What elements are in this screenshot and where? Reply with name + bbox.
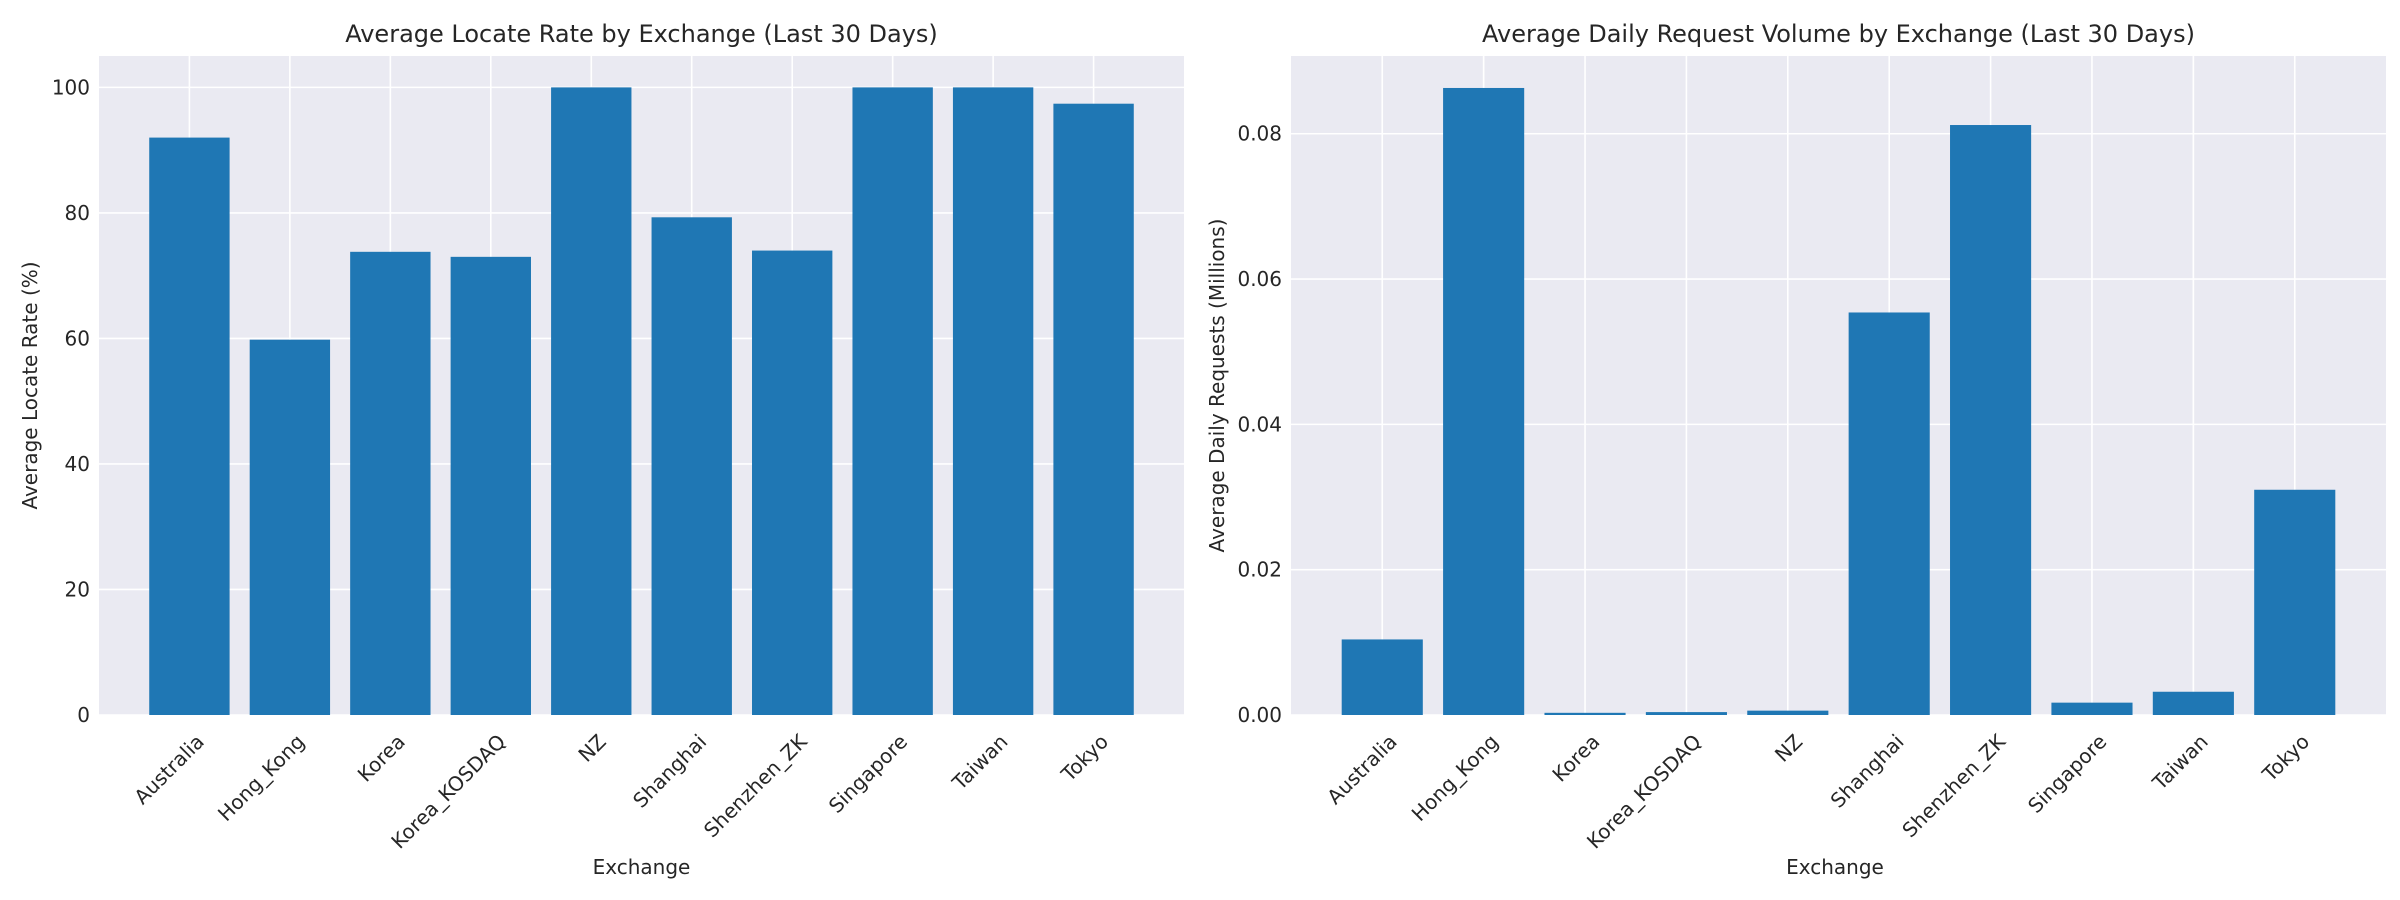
y-tick-label: 0.04: [1237, 412, 1282, 436]
y-ticks: 0.00 0.02 0.04 0.06 0.08: [1237, 122, 1282, 727]
bar-shenzhen-zk: [752, 250, 833, 716]
bar-shanghai: [651, 217, 732, 715]
y-tick-label: 0.00: [1237, 703, 1282, 727]
x-tick-label: Singapore: [824, 729, 912, 817]
y-tick-label: 20: [65, 577, 90, 601]
bar-korea-kosdaq: [450, 256, 531, 715]
bar-korea: [1544, 712, 1626, 715]
y-tick-label: 0.02: [1237, 558, 1282, 582]
x-tick-label: Hong_Kong: [213, 729, 309, 825]
y-tick-label: 0: [77, 703, 90, 727]
x-tick-label: Shenzhen_ZK: [1897, 729, 2010, 842]
y-axis-label: Average Locate Rate (%): [18, 261, 42, 509]
bar-singapore: [852, 87, 933, 715]
x-tick-label: Shanghai: [1826, 729, 1909, 812]
y-axis-label: Average Daily Requests (Millions): [1205, 219, 1229, 553]
y-tick-label: 60: [65, 326, 90, 350]
bar-taiwan: [2152, 691, 2234, 715]
bar-taiwan: [952, 87, 1034, 715]
x-tick-label: Korea: [353, 729, 410, 786]
x-tick-label: Taiwan: [947, 729, 1013, 795]
x-tick-label: NZ: [1770, 729, 1807, 766]
x-tick-label: Singapore: [2023, 729, 2111, 817]
y-tick-label: 100: [52, 75, 90, 99]
bars: [149, 87, 1134, 716]
x-tick-label: Taiwan: [2147, 729, 2213, 795]
x-tick-label: Tokyo: [2257, 729, 2314, 786]
y-ticks: 0 20 40 60 80 100: [52, 75, 90, 727]
y-tick-label: 40: [65, 452, 90, 476]
bar-nz: [551, 87, 632, 715]
bar-tokyo: [1053, 103, 1134, 716]
bar-korea: [350, 251, 431, 715]
x-tick-label: Hong_Kong: [1407, 729, 1503, 825]
x-tick-label: Shanghai: [628, 729, 711, 812]
x-tick-label: Australia: [1322, 729, 1402, 809]
bar-nz: [1747, 710, 1829, 715]
bar-shenzhen-zk: [1950, 125, 2032, 716]
x-tick-label: Tokyo: [1056, 729, 1113, 786]
bar-australia: [149, 137, 230, 716]
x-tick-label: Shenzhen_ZK: [699, 729, 812, 842]
bars: [1341, 87, 2336, 716]
bar-singapore: [2051, 702, 2133, 715]
bar-australia: [1341, 639, 1423, 715]
y-tick-label: 0.08: [1237, 122, 1282, 146]
y-tick-label: 0.06: [1237, 267, 1282, 291]
y-tick-label: 80: [65, 201, 90, 225]
bar-tokyo: [2254, 489, 2336, 715]
x-tick-label: NZ: [573, 729, 610, 766]
chart-title: Average Locate Rate by Exchange (Last 30…: [345, 20, 938, 48]
bar-hong-kong: [1443, 87, 1525, 716]
bar-korea-kosdaq: [1645, 712, 1727, 715]
x-tick-label: Australia: [129, 729, 209, 809]
x-axis-label: Exchange: [1786, 855, 1884, 879]
x-tick-label: Korea: [1547, 729, 1604, 786]
chart-title: Average Daily Request Volume by Exchange…: [1482, 20, 2195, 48]
bar-shanghai: [1848, 312, 1930, 715]
bar-hong-kong: [249, 339, 331, 715]
x-axis-label: Exchange: [593, 855, 691, 879]
request-volume-chart: 0.00 0.02 0.04 0.06 0.08 Australia Hong_Kong K…: [1205, 20, 2386, 879]
